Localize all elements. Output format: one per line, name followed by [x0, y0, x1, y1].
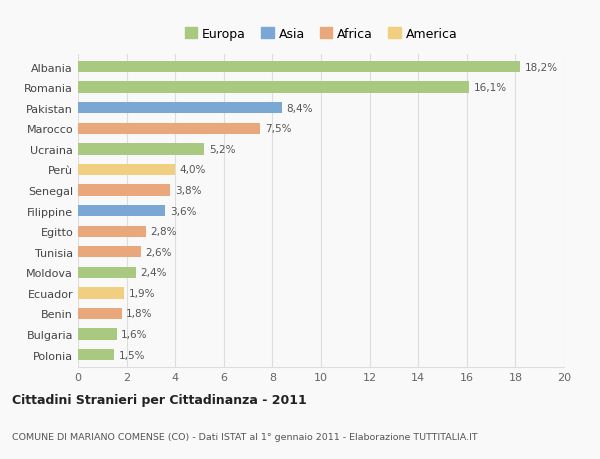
Text: 1,5%: 1,5%: [119, 350, 145, 360]
Bar: [78, 103, 282, 114]
Bar: [78, 144, 205, 155]
Bar: [78, 329, 117, 340]
Bar: [78, 123, 260, 134]
Bar: [78, 349, 115, 360]
Text: 2,6%: 2,6%: [146, 247, 172, 257]
Bar: [78, 164, 175, 176]
Text: 2,4%: 2,4%: [140, 268, 167, 278]
Text: 8,4%: 8,4%: [286, 103, 313, 113]
Text: 4,0%: 4,0%: [179, 165, 206, 175]
Text: 3,6%: 3,6%: [170, 206, 196, 216]
Bar: [78, 82, 469, 94]
Text: Cittadini Stranieri per Cittadinanza - 2011: Cittadini Stranieri per Cittadinanza - 2…: [12, 393, 307, 406]
Text: 1,6%: 1,6%: [121, 330, 148, 339]
Text: 5,2%: 5,2%: [209, 145, 235, 155]
Bar: [78, 267, 136, 279]
Text: 18,2%: 18,2%: [524, 62, 558, 73]
Bar: [78, 246, 141, 258]
Bar: [78, 226, 146, 237]
Text: 7,5%: 7,5%: [265, 124, 291, 134]
Text: COMUNE DI MARIANO COMENSE (CO) - Dati ISTAT al 1° gennaio 2011 - Elaborazione TU: COMUNE DI MARIANO COMENSE (CO) - Dati IS…: [12, 431, 478, 441]
Bar: [78, 288, 124, 299]
Text: 1,9%: 1,9%: [128, 288, 155, 298]
Bar: [78, 206, 166, 217]
Text: 3,8%: 3,8%: [175, 185, 201, 196]
Text: 16,1%: 16,1%: [473, 83, 507, 93]
Bar: [78, 308, 122, 319]
Bar: [78, 62, 520, 73]
Bar: [78, 185, 170, 196]
Text: 2,8%: 2,8%: [151, 227, 177, 237]
Text: 1,8%: 1,8%: [126, 309, 152, 319]
Legend: Europa, Asia, Africa, America: Europa, Asia, Africa, America: [179, 23, 463, 46]
